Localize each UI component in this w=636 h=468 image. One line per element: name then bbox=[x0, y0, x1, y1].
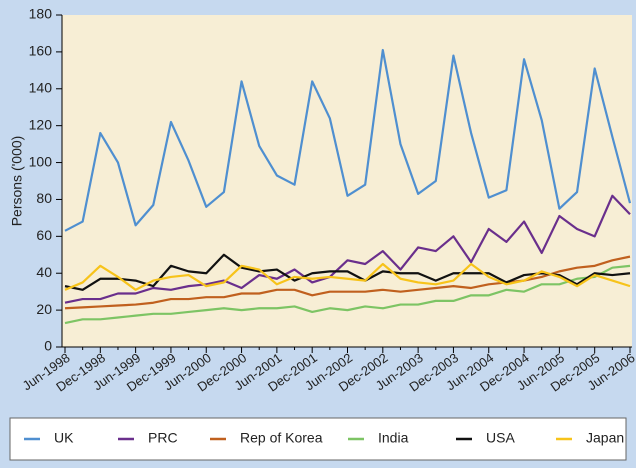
y-tick-label: 100 bbox=[29, 153, 53, 169]
y-tick-label: 40 bbox=[36, 264, 52, 280]
legend-label: USA bbox=[486, 430, 515, 446]
series-line bbox=[64, 48, 632, 232]
legend-label: India bbox=[378, 430, 409, 446]
y-tick-label: 160 bbox=[29, 43, 53, 59]
y-tick-label: 60 bbox=[36, 227, 52, 243]
legend-box bbox=[9, 417, 627, 461]
legend-label: PRC bbox=[148, 430, 178, 446]
series-line bbox=[64, 194, 631, 304]
y-tick-label: 80 bbox=[36, 190, 52, 206]
y-tick-label: 180 bbox=[29, 6, 53, 22]
legend-label: Japan bbox=[586, 430, 624, 446]
series-line bbox=[64, 262, 631, 291]
y-tick-label: 120 bbox=[29, 116, 53, 132]
y-axis-label: Persons ('000) bbox=[9, 136, 25, 227]
plot-area bbox=[62, 15, 632, 347]
y-tick-label: 20 bbox=[36, 301, 52, 317]
legend-label: Rep of Korea bbox=[240, 430, 323, 446]
legend-label: UK bbox=[54, 430, 74, 446]
series-line bbox=[64, 255, 631, 310]
y-tick-label: 140 bbox=[29, 79, 53, 95]
y-tick-label: 0 bbox=[44, 338, 52, 354]
series-line bbox=[64, 264, 631, 325]
